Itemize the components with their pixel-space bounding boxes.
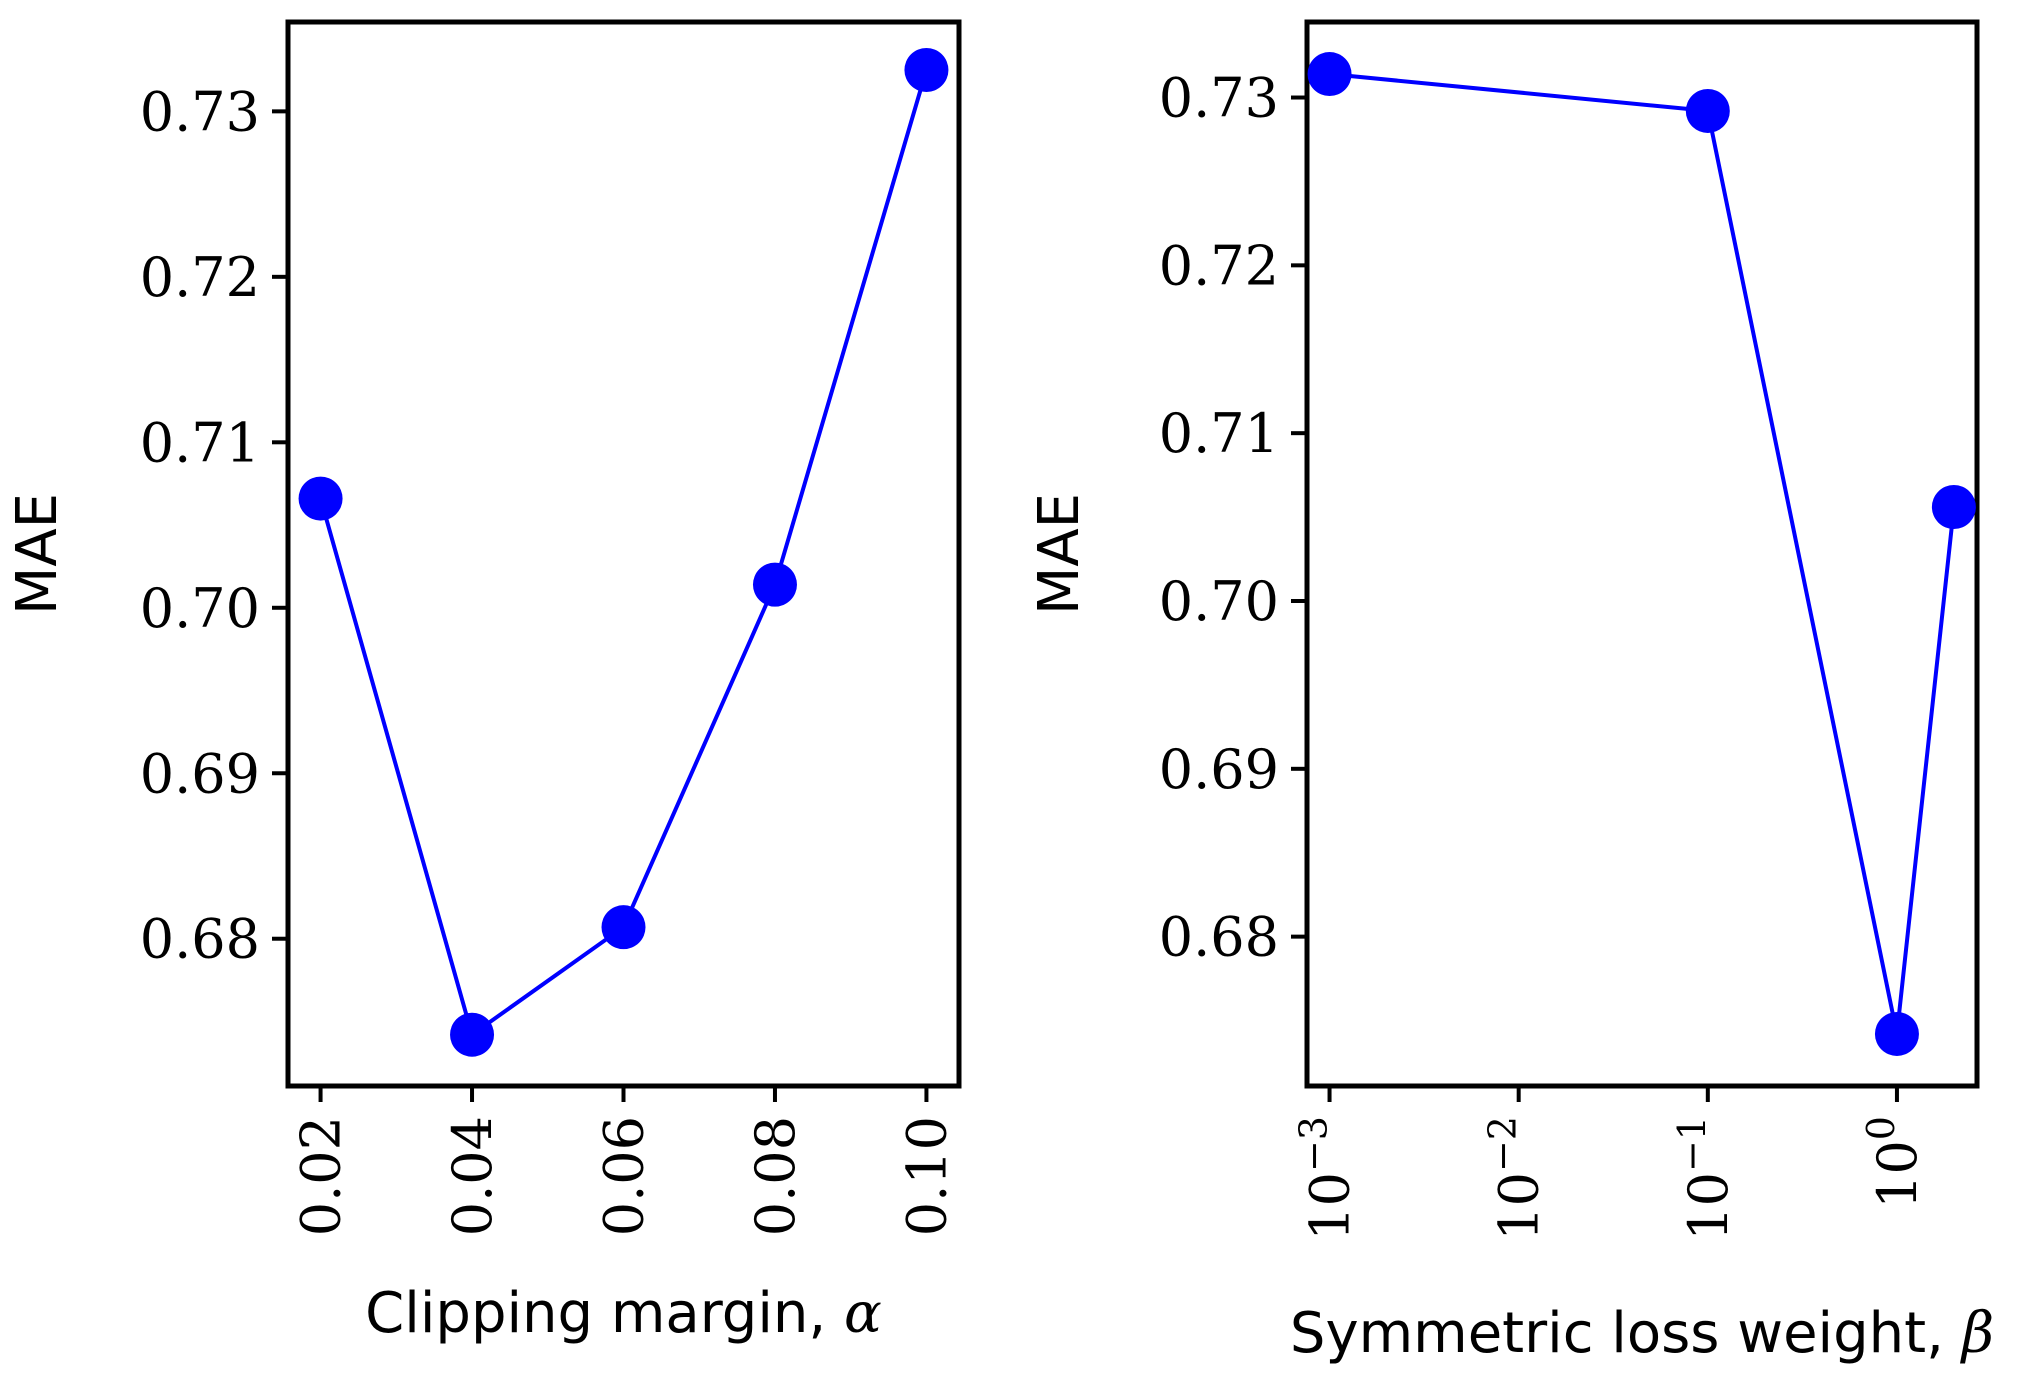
data-point <box>1307 52 1352 97</box>
x-axis-title: Clipping margin, α <box>365 1281 882 1346</box>
series-line <box>318 69 929 1038</box>
tick-exponent: −1 <box>1670 1116 1714 1172</box>
plot-frame <box>1304 19 1980 1089</box>
tick-base: 10 <box>1677 1172 1740 1241</box>
x-axis-title-text: Clipping margin, <box>365 1281 844 1346</box>
y-tick-label: 0.72 <box>140 246 260 309</box>
tick-base: 10 <box>1866 1140 1929 1209</box>
data-point <box>601 905 646 950</box>
x-tick-label: 0.10 <box>895 1116 958 1236</box>
y-tick-label: 0.68 <box>140 908 260 971</box>
x-tick-label: 10−1 <box>1670 1116 1740 1241</box>
data-point <box>1685 88 1730 133</box>
tick-exponent: −3 <box>1292 1116 1336 1172</box>
y-axis-title: MAE <box>5 493 70 615</box>
tick-exponent: −2 <box>1481 1116 1525 1172</box>
x-tick-label: 0.02 <box>290 1116 353 1236</box>
x-axis-title-text: Symmetric loss weight, <box>1290 1301 1962 1366</box>
x-tick-label: 0.04 <box>441 1116 504 1236</box>
y-tick-label: 0.71 <box>1159 402 1279 465</box>
x-tick-label: 0.06 <box>593 1116 656 1236</box>
y-tick-label: 0.73 <box>140 80 260 143</box>
tick-exponent: 0 <box>1859 1116 1903 1140</box>
data-point <box>1931 485 1976 530</box>
tick-base: 10 <box>1488 1172 1551 1241</box>
data-point <box>904 47 949 92</box>
y-tick-label: 0.70 <box>1159 570 1279 633</box>
data-point <box>1874 1011 1919 1056</box>
x-tick-label: 100 <box>1859 1116 1929 1209</box>
x-tick-label: 10−2 <box>1481 1116 1551 1241</box>
y-tick-label: 0.70 <box>140 577 260 640</box>
chart-panel-1: 0.68 0.69 0.70 0.71 0.72 0.73 0.02 0.04 0.06 0.08… <box>5 19 962 1346</box>
x-axis-title-symbol: α <box>844 1281 882 1346</box>
y-tick-label: 0.69 <box>1159 738 1279 801</box>
x-tick-label: 10−3 <box>1292 1116 1362 1241</box>
tick-base: 10 <box>1299 1172 1362 1241</box>
y-tick-label: 0.69 <box>140 742 260 805</box>
y-axis-title: MAE <box>1027 493 1092 615</box>
x-tick-label: 0.08 <box>744 1116 807 1236</box>
y-tick-label: 0.71 <box>140 411 260 474</box>
y-tick-label: 0.68 <box>1159 906 1279 969</box>
y-tick-label: 0.72 <box>1159 234 1279 297</box>
x-axis-title: Symmetric loss weight, β <box>1290 1301 1994 1366</box>
data-point <box>298 476 343 521</box>
series-line <box>1329 72 1956 1035</box>
x-axis-title-symbol: β <box>1960 1301 1994 1366</box>
y-tick-label: 0.73 <box>1159 67 1279 130</box>
data-point <box>752 562 797 607</box>
data-point <box>450 1012 495 1057</box>
